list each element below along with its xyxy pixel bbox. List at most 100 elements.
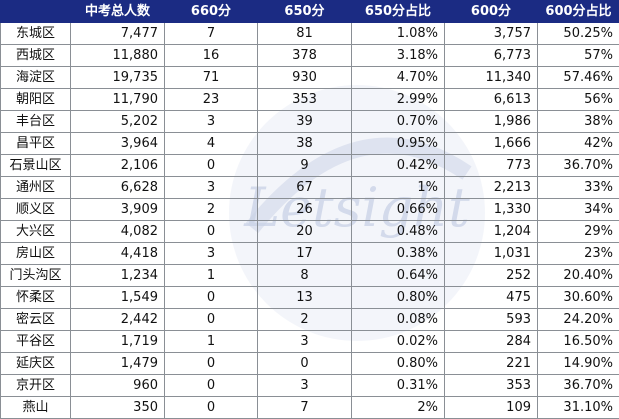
- data-cell: 20.40%: [537, 264, 619, 287]
- data-cell: 3: [164, 176, 258, 199]
- data-cell: 1%: [351, 176, 445, 199]
- data-cell: 38%: [537, 110, 619, 133]
- data-cell: 4: [164, 132, 258, 155]
- data-cell: 0: [164, 308, 258, 331]
- data-cell: 6,628: [70, 176, 165, 199]
- table-row: 东城区 7,477 7 81 1.08% 3,757 50.25%: [0, 22, 619, 45]
- data-cell: 57%: [537, 44, 619, 67]
- data-cell: 1,666: [444, 132, 538, 155]
- data-cell: 81: [257, 22, 352, 45]
- data-cell: 7: [164, 22, 258, 45]
- data-cell: 1,986: [444, 110, 538, 133]
- column-header-6: 600分占比: [537, 0, 619, 23]
- column-header-2: 660分: [164, 0, 258, 23]
- data-cell: 960: [70, 374, 165, 397]
- data-cell: 0: [164, 352, 258, 375]
- region-name-cell: 房山区: [0, 242, 71, 265]
- column-header-3: 650分: [257, 0, 352, 23]
- region-name-cell: 延庆区: [0, 352, 71, 375]
- region-name-cell: 怀柔区: [0, 286, 71, 309]
- region-name-cell: 西城区: [0, 44, 71, 67]
- table-row: 丰台区 5,202 3 39 0.70% 1,986 38%: [0, 110, 619, 133]
- table-row: 房山区 4,418 3 17 0.38% 1,031 23%: [0, 242, 619, 265]
- data-cell: 0.66%: [351, 198, 445, 221]
- data-cell: 3,757: [444, 22, 538, 45]
- data-cell: 7,477: [70, 22, 165, 45]
- data-cell: 8: [257, 264, 352, 287]
- data-cell: 71: [164, 66, 258, 89]
- data-cell: 0.80%: [351, 286, 445, 309]
- column-header-4: 650分占比: [351, 0, 445, 23]
- data-cell: 2: [257, 308, 352, 331]
- data-cell: 0.42%: [351, 154, 445, 177]
- data-cell: 2.99%: [351, 88, 445, 111]
- table-row: 大兴区 4,082 0 20 0.48% 1,204 29%: [0, 220, 619, 243]
- data-cell: 16: [164, 44, 258, 67]
- data-cell: 30.60%: [537, 286, 619, 309]
- data-cell: 593: [444, 308, 538, 331]
- data-cell: 5,202: [70, 110, 165, 133]
- data-cell: 67: [257, 176, 352, 199]
- table-row: 昌平区 3,964 4 38 0.95% 1,666 42%: [0, 132, 619, 155]
- data-cell: 34%: [537, 198, 619, 221]
- region-name-cell: 京开区: [0, 374, 71, 397]
- region-name-cell: 门头沟区: [0, 264, 71, 287]
- table-row: 海淀区 19,735 71 930 4.70% 11,340 57.46%: [0, 66, 619, 89]
- table-row: 密云区 2,442 0 2 0.08% 593 24.20%: [0, 308, 619, 331]
- column-header-1: 中考总人数: [70, 0, 165, 23]
- table-row: 平谷区 1,719 1 3 0.02% 284 16.50%: [0, 330, 619, 353]
- data-cell: 378: [257, 44, 352, 67]
- region-name-cell: 朝阳区: [0, 88, 71, 111]
- data-cell: 14.90%: [537, 352, 619, 375]
- data-cell: 0: [164, 154, 258, 177]
- data-cell: 0.08%: [351, 308, 445, 331]
- data-cell: 23: [164, 88, 258, 111]
- data-cell: 20: [257, 220, 352, 243]
- data-cell: 16.50%: [537, 330, 619, 353]
- column-header-5: 600分: [444, 0, 538, 23]
- data-cell: 2,442: [70, 308, 165, 331]
- data-cell: 0: [257, 352, 352, 375]
- data-cell: 1,479: [70, 352, 165, 375]
- data-cell: 6,773: [444, 44, 538, 67]
- data-cell: 0.31%: [351, 374, 445, 397]
- data-cell: 0.64%: [351, 264, 445, 287]
- data-cell: 2%: [351, 396, 445, 419]
- data-cell: 0: [164, 286, 258, 309]
- data-cell: 36.70%: [537, 374, 619, 397]
- data-cell: 11,880: [70, 44, 165, 67]
- data-cell: 930: [257, 66, 352, 89]
- data-cell: 3,909: [70, 198, 165, 221]
- data-cell: 33%: [537, 176, 619, 199]
- data-cell: 353: [257, 88, 352, 111]
- table-row: 延庆区 1,479 0 0 0.80% 221 14.90%: [0, 352, 619, 375]
- data-cell: 109: [444, 396, 538, 419]
- data-cell: 23%: [537, 242, 619, 265]
- data-cell: 3,964: [70, 132, 165, 155]
- data-cell: 3: [257, 330, 352, 353]
- table-row: 石景山区 2,106 0 9 0.42% 773 36.70%: [0, 154, 619, 177]
- region-name-cell: 平谷区: [0, 330, 71, 353]
- data-cell: 2,213: [444, 176, 538, 199]
- table-row: 朝阳区 11,790 23 353 2.99% 6,613 56%: [0, 88, 619, 111]
- data-cell: 773: [444, 154, 538, 177]
- region-name-cell: 密云区: [0, 308, 71, 331]
- data-cell: 4.70%: [351, 66, 445, 89]
- data-cell: 1,204: [444, 220, 538, 243]
- data-cell: 56%: [537, 88, 619, 111]
- table-row: 京开区 960 0 3 0.31% 353 36.70%: [0, 374, 619, 397]
- data-cell: 29%: [537, 220, 619, 243]
- data-cell: 50.25%: [537, 22, 619, 45]
- region-name-cell: 海淀区: [0, 66, 71, 89]
- data-cell: 1: [164, 264, 258, 287]
- data-cell: 57.46%: [537, 66, 619, 89]
- data-cell: 11,340: [444, 66, 538, 89]
- data-cell: 0.95%: [351, 132, 445, 155]
- data-cell: 1,549: [70, 286, 165, 309]
- region-name-cell: 通州区: [0, 176, 71, 199]
- region-name-cell: 丰台区: [0, 110, 71, 133]
- data-cell: 475: [444, 286, 538, 309]
- data-cell: 1,031: [444, 242, 538, 265]
- data-cell: 19,735: [70, 66, 165, 89]
